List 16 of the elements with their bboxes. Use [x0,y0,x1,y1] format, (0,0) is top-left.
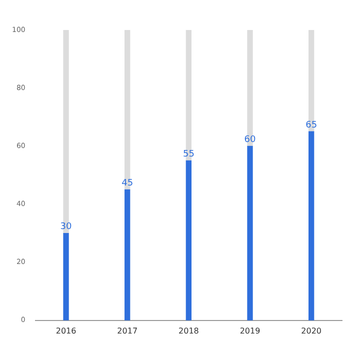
data-label: 45 [122,178,134,189]
x-tick-label: 2017 [117,326,138,336]
bar [247,146,253,320]
x-tick-label: 2020 [301,326,322,336]
x-tick-label: 2018 [178,326,199,336]
x-tick-label: 2019 [240,326,260,336]
data-label: 60 [244,135,256,146]
bar [124,189,130,320]
bar [186,160,192,320]
data-label: 55 [182,150,194,160]
data-label: 65 [306,120,318,130]
bar [63,232,69,320]
bar [186,30,192,162]
x-tick-label: 2016 [56,326,76,336]
bar [308,131,314,320]
data-label: 30 [60,222,72,232]
